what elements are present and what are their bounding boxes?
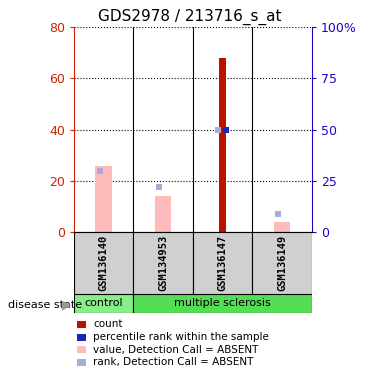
Text: GDS2978 / 213716_s_at: GDS2978 / 213716_s_at (98, 9, 282, 25)
Text: GSM136147: GSM136147 (217, 235, 228, 291)
FancyBboxPatch shape (252, 232, 312, 294)
FancyBboxPatch shape (193, 232, 252, 294)
Text: GSM136149: GSM136149 (277, 235, 287, 291)
Bar (95, 166, 112, 232)
Text: control: control (84, 298, 123, 308)
Text: disease state: disease state (8, 300, 82, 310)
Bar (155, 196, 171, 232)
FancyBboxPatch shape (74, 294, 133, 313)
Text: multiple sclerosis: multiple sclerosis (174, 298, 271, 308)
Bar (219, 58, 226, 232)
FancyBboxPatch shape (133, 294, 312, 313)
Text: value, Detection Call = ABSENT: value, Detection Call = ABSENT (93, 345, 258, 355)
Text: GSM136140: GSM136140 (99, 235, 109, 291)
Text: count: count (93, 319, 123, 329)
Text: ▶: ▶ (62, 299, 71, 312)
Text: GSM134953: GSM134953 (158, 235, 168, 291)
Text: percentile rank within the sample: percentile rank within the sample (93, 332, 269, 342)
Bar (274, 222, 290, 232)
FancyBboxPatch shape (133, 232, 193, 294)
Text: rank, Detection Call = ABSENT: rank, Detection Call = ABSENT (93, 358, 253, 367)
FancyBboxPatch shape (74, 232, 133, 294)
